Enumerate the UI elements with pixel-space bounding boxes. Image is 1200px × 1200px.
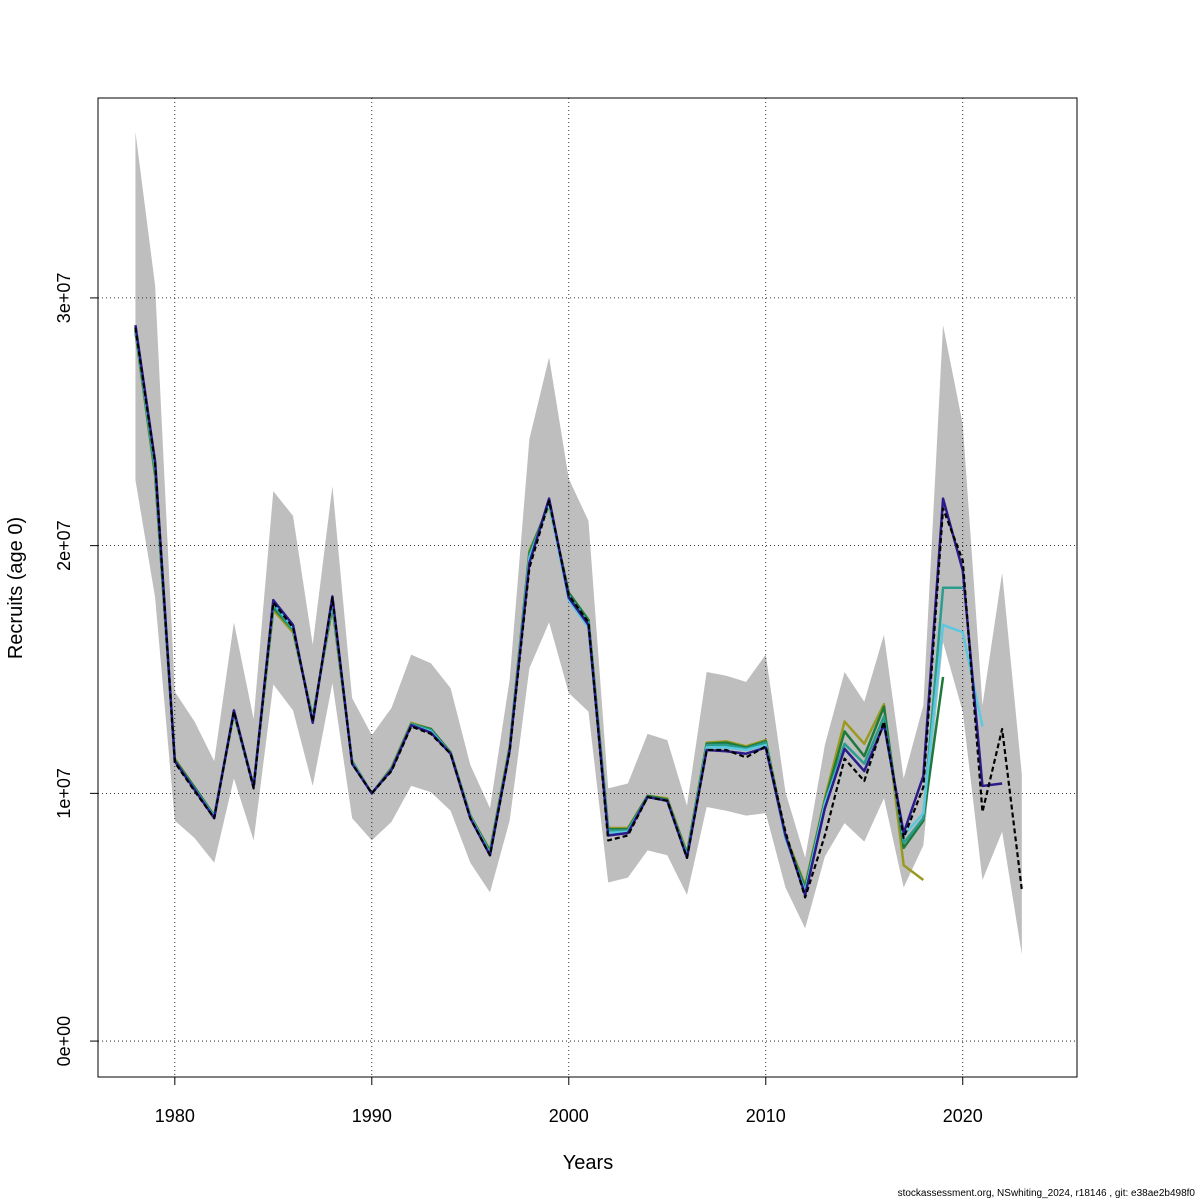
x-tick-label: 1980 (155, 1106, 195, 1126)
x-tick-label: 2010 (746, 1106, 786, 1126)
plot-frame (97, 97, 1078, 1078)
x-tick-label: 2020 (943, 1106, 983, 1126)
x-axis-label: Years (563, 1152, 613, 1174)
confidence-band (135, 131, 1022, 955)
series-line (134, 324, 1003, 897)
y-tick-label: 2e+07 (54, 520, 74, 571)
y-axis-label: Recruits (age 0) (5, 517, 27, 659)
y-tick-label: 0e+00 (54, 1016, 74, 1067)
y-tick-label: 3e+07 (54, 273, 74, 324)
x-tick-label: 1990 (352, 1106, 392, 1126)
y-tick-label: 1e+07 (54, 768, 74, 819)
footer: stockassessment.org, NSwhiting_2024, r18… (898, 1188, 1196, 1199)
x-tick-label: 2000 (549, 1106, 589, 1126)
